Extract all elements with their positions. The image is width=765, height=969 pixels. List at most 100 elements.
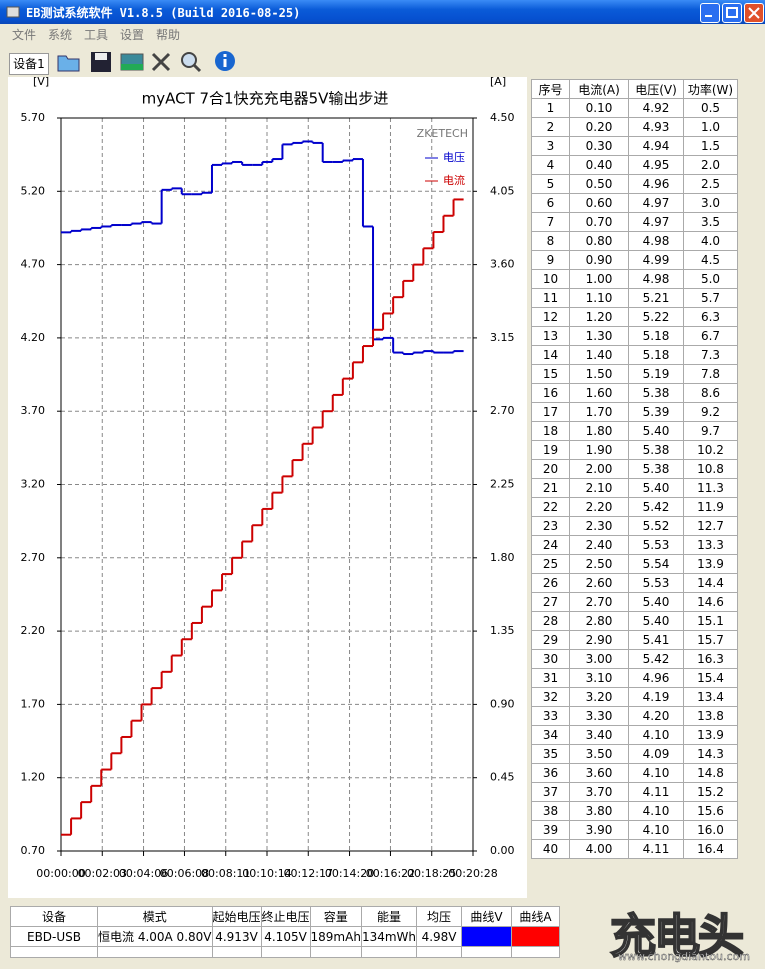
legend-label: 电压 (443, 151, 465, 164)
table-cell: 11.3 (683, 478, 738, 498)
y-tick-label: 2.20 (21, 624, 46, 637)
chart-title: myACT 7合1快充充电器5V输出步进 (142, 90, 389, 108)
table-cell: 28 (531, 611, 570, 631)
menu-item[interactable]: 文件 (12, 28, 37, 42)
status-header: 曲线V (461, 906, 513, 927)
table-cell: 5.40 (628, 421, 684, 441)
table-cell: 13.8 (683, 706, 738, 726)
table-cell: 0.50 (569, 174, 629, 194)
table-cell: 15.4 (683, 668, 738, 688)
table-row: 4 0.40 4.95 2.0 (531, 155, 738, 175)
table-cell: 27 (531, 592, 570, 612)
curve-swatch[interactable] (511, 926, 561, 947)
open-icon[interactable] (57, 55, 80, 72)
table-cell: 1.70 (569, 402, 629, 422)
table-row: 6 0.60 4.97 3.0 (531, 193, 738, 213)
table-row: 21 2.10 5.40 11.3 (531, 478, 738, 498)
table-cell: 5.41 (628, 630, 684, 650)
column-header: 电流(A) (569, 79, 629, 99)
table-cell: 26 (531, 573, 570, 593)
table-row: 36 3.60 4.10 14.8 (531, 763, 738, 783)
table-cell: 15.6 (683, 801, 738, 821)
table-cell: 25 (531, 554, 570, 574)
table-cell: 4 (531, 155, 570, 175)
table-cell: 5.39 (628, 402, 684, 422)
y2-tick-label: 2.70 (490, 404, 515, 417)
table-cell: 3.50 (569, 744, 629, 764)
table-cell: 9 (531, 250, 570, 270)
x-tick-label: 00:18:25 (407, 867, 456, 880)
menu-item[interactable]: 帮助 (156, 28, 181, 42)
table-row: 15 1.50 5.19 7.8 (531, 364, 738, 384)
table-cell: 5.0 (683, 269, 738, 289)
menu-item[interactable]: 设置 (120, 28, 145, 42)
x-tick-label: 00:12:17 (284, 867, 333, 880)
table-row: 28 2.80 5.40 15.1 (531, 611, 738, 631)
tools-icon[interactable] (151, 52, 171, 72)
x-tick-label: 00:00:00 (36, 867, 85, 880)
table-cell: 4.97 (628, 193, 684, 213)
table-cell: 1.00 (569, 269, 629, 289)
status-cell: 4.913V (211, 926, 262, 947)
table-cell: 3.70 (569, 782, 629, 802)
table-header-row: 序号 电流(A) 电压(V) 功率(W) (531, 79, 738, 99)
minimize-button[interactable] (700, 3, 720, 23)
table-cell: 21 (531, 478, 570, 498)
x-tick-label: 00:02:03 (78, 867, 127, 880)
table-cell: 2.00 (569, 459, 629, 479)
status-cell: 189mAh (309, 926, 362, 947)
table-row: 26 2.60 5.53 14.4 (531, 573, 738, 593)
table-cell: 22 (531, 497, 570, 517)
table-row: 25 2.50 5.54 13.9 (531, 554, 738, 574)
status-cell: EBD-USB (10, 926, 98, 947)
table-cell: 0.20 (569, 117, 629, 137)
table-cell: 7 (531, 212, 570, 232)
table-cell: 23 (531, 516, 570, 536)
table-cell: 4.94 (628, 136, 684, 156)
table-cell: 36 (531, 763, 570, 783)
status-cell-empty (461, 946, 513, 958)
search-icon[interactable] (181, 52, 197, 68)
device-tab[interactable]: 设备1 (9, 53, 49, 75)
table-cell: 1.80 (569, 421, 629, 441)
table-row: 33 3.30 4.20 13.8 (531, 706, 738, 726)
y-tick-label: 4.20 (21, 331, 46, 344)
table-cell: 32 (531, 687, 570, 707)
table-cell: 2.30 (569, 516, 629, 536)
y2-tick-label: 3.60 (490, 258, 515, 271)
x-tick-label: 00:04:06 (119, 867, 168, 880)
y2-tick-label: 1.80 (490, 551, 515, 564)
table-row: 32 3.20 4.19 13.4 (531, 687, 738, 707)
close-button[interactable] (744, 3, 764, 23)
table-row: 7 0.70 4.97 3.5 (531, 212, 738, 232)
table-cell: 10.2 (683, 440, 738, 460)
table-cell: 35 (531, 744, 570, 764)
table-cell: 5.38 (628, 459, 684, 479)
table-row: 38 3.80 4.10 15.6 (531, 801, 738, 821)
table-cell: 5.40 (628, 611, 684, 631)
y-tick-label: 5.70 (21, 111, 46, 124)
table-row: 1 0.10 4.92 0.5 (531, 98, 738, 118)
menu-item[interactable]: 工具 (84, 28, 109, 42)
maximize-button[interactable] (722, 3, 742, 23)
y2-tick-label: 2.25 (490, 478, 515, 491)
status-cell: 134mWh (360, 926, 418, 947)
status-header: 终止电压 (260, 906, 311, 927)
curve-swatch[interactable] (461, 926, 513, 947)
table-cell: 14.8 (683, 763, 738, 783)
table-cell: 2.60 (569, 573, 629, 593)
table-cell: 3 (531, 136, 570, 156)
table-cell: 10 (531, 269, 570, 289)
x-tick-label: 00:08:11 (201, 867, 250, 880)
table-cell: 4.95 (628, 155, 684, 175)
table-cell: 5.18 (628, 345, 684, 365)
table-cell: 4.11 (628, 839, 684, 859)
table-cell: 40 (531, 839, 570, 859)
table-cell: 2.5 (683, 174, 738, 194)
table-cell: 2.70 (569, 592, 629, 612)
chart-annotation: ZKETECH (417, 127, 468, 140)
table-row: 37 3.70 4.11 15.2 (531, 782, 738, 802)
menu-item[interactable]: 系统 (48, 28, 73, 42)
table-cell: 3.40 (569, 725, 629, 745)
status-cell: 4.105V (260, 926, 311, 947)
